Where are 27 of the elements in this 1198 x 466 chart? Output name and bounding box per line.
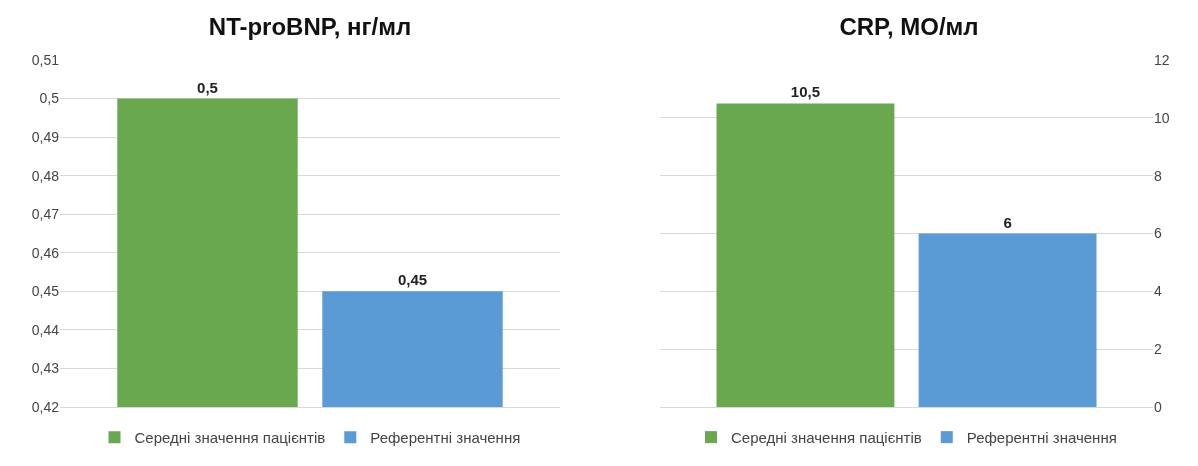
chart-title: NT-proBNP, нг/мл [208,13,412,41]
y-tick-label: 0,47 [31,206,60,223]
y-tick-label: 12 [1154,51,1170,68]
y-tick-label: 0,44 [31,321,60,338]
y-tick-label: 0,5 [39,90,60,107]
y-tick-label: 8 [1154,167,1162,184]
y-tick-label: 0,46 [31,244,60,261]
legend-label: Референтні значення [966,428,1117,446]
data-label: 0,5 [197,78,218,96]
y-tick-label: 4 [1154,283,1162,300]
y-tick-label: 0,45 [31,283,60,300]
y-tick-label: 0,43 [31,360,60,377]
legend-label: Референтні значення [370,428,521,446]
y-tick-label: 0,48 [31,167,60,184]
data-label: 10,5 [790,83,821,101]
legend-label: Середні значення пацієнтів [134,428,326,446]
y-tick-label: 6 [1154,225,1162,242]
data-label: 0,45 [397,271,428,289]
y-tick-label: 10 [1154,109,1170,126]
legend-label: Середні значення пацієнтів [731,428,922,446]
y-tick-label: 0 [1154,398,1162,415]
y-tick-label: 0,51 [31,51,60,68]
y-tick-label: 2 [1154,341,1162,358]
chart-title: CRP, МО/мл [839,13,979,41]
y-tick-label: 0,42 [31,398,60,415]
y-tick-label: 0,49 [31,129,60,146]
data-label: 6 [1003,213,1012,231]
